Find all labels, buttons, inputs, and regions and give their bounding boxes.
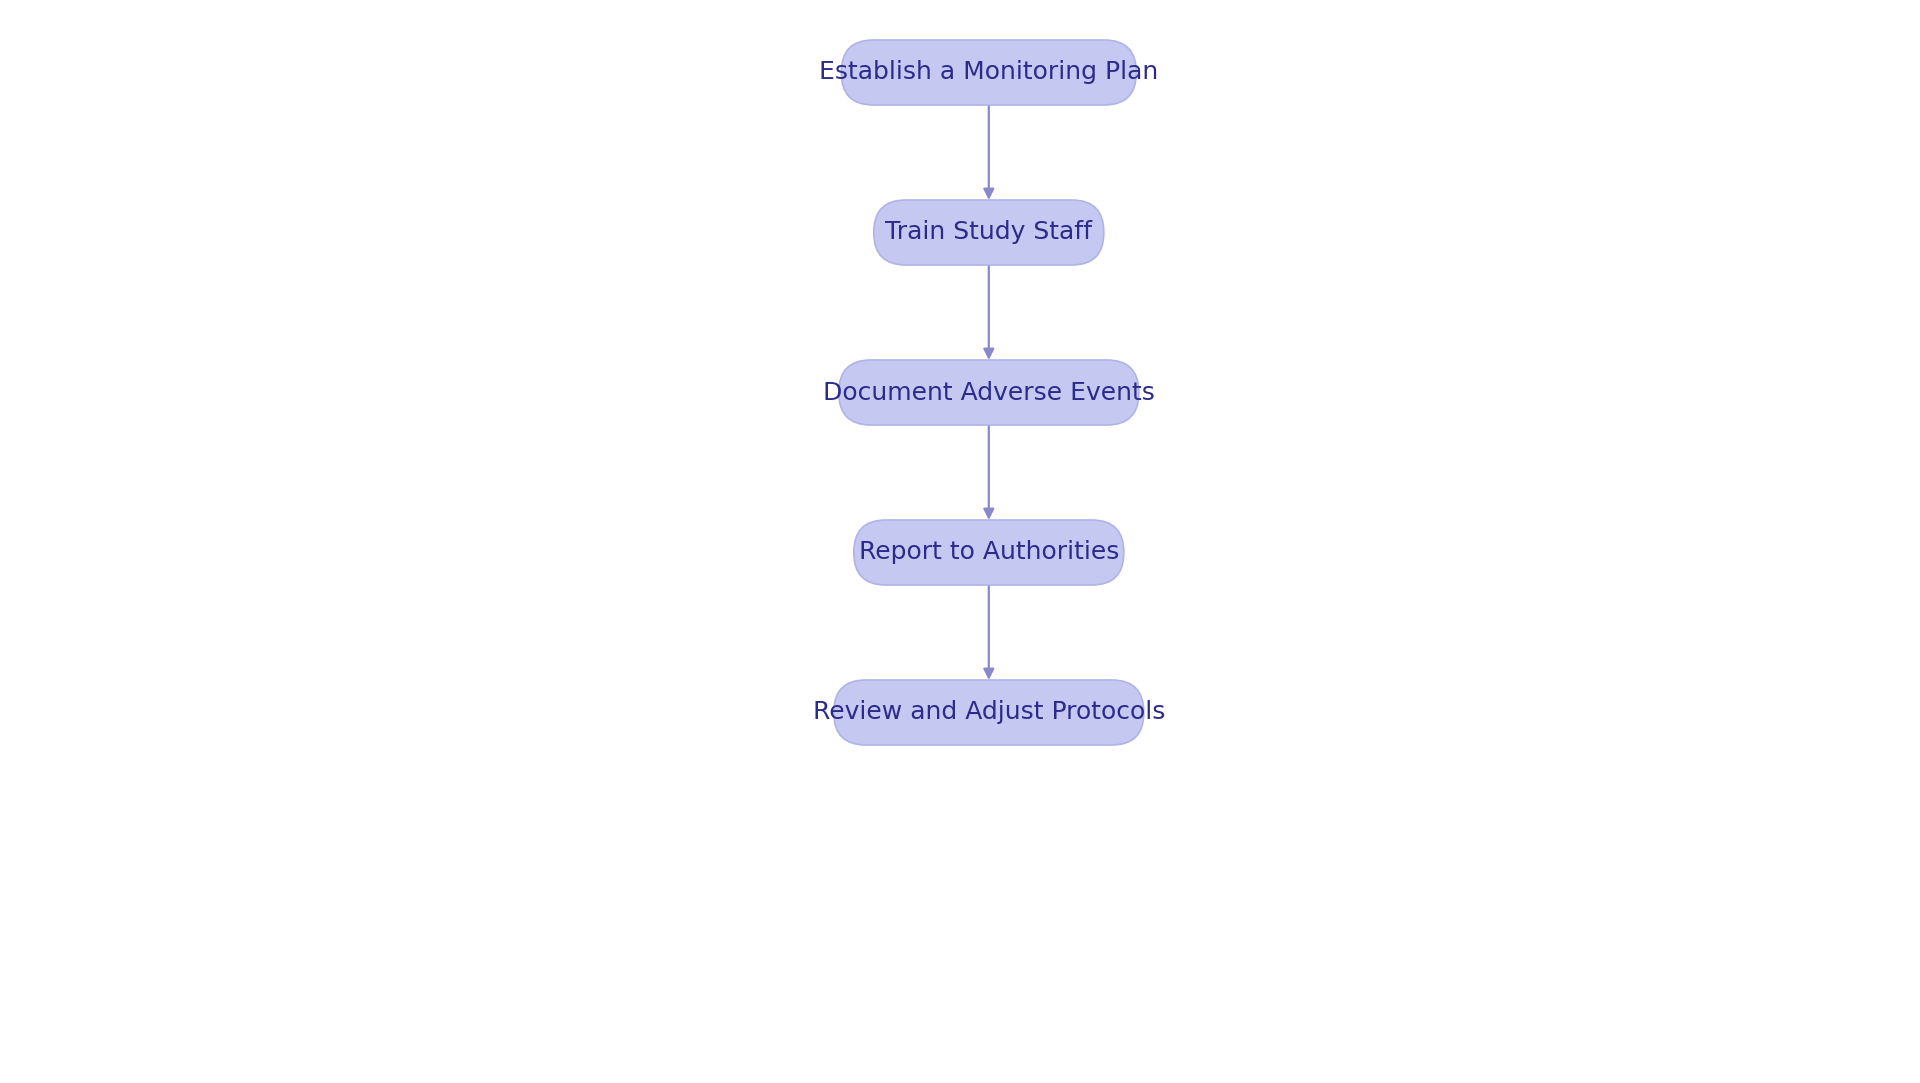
Text: Report to Authorities: Report to Authorities xyxy=(858,540,1119,564)
FancyBboxPatch shape xyxy=(874,200,1104,265)
Text: Establish a Monitoring Plan: Establish a Monitoring Plan xyxy=(820,61,1158,84)
Text: Review and Adjust Protocols: Review and Adjust Protocols xyxy=(812,701,1165,725)
Text: Train Study Staff: Train Study Staff xyxy=(885,221,1092,245)
Text: Document Adverse Events: Document Adverse Events xyxy=(824,380,1154,404)
FancyBboxPatch shape xyxy=(854,520,1123,585)
FancyBboxPatch shape xyxy=(839,360,1139,425)
FancyBboxPatch shape xyxy=(833,680,1144,745)
FancyBboxPatch shape xyxy=(841,40,1137,105)
